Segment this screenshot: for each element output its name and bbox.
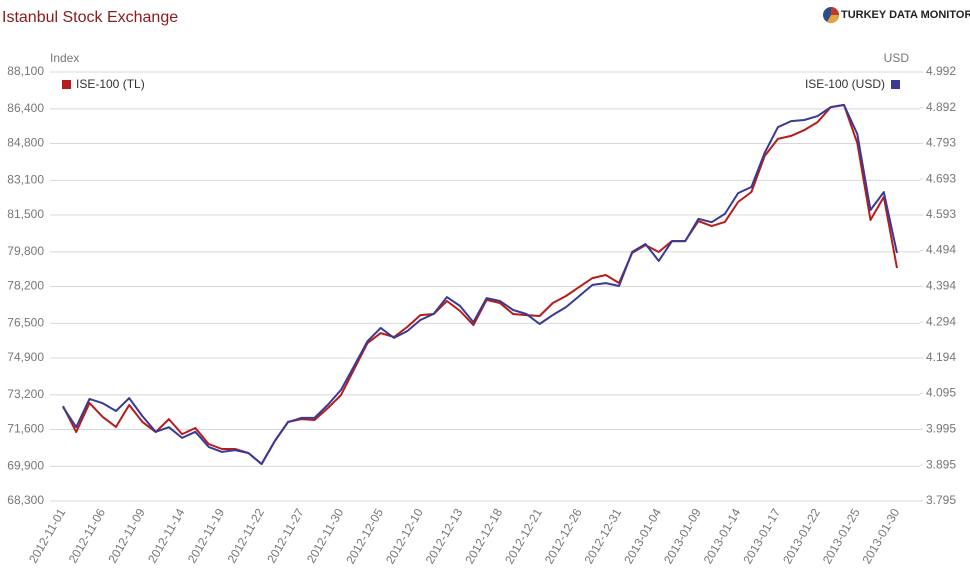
x-tick-label: 2013-01-22 [780, 506, 823, 566]
y2-tick-label: 4.892 [926, 100, 956, 114]
x-tick-label: 2013-01-30 [860, 506, 903, 566]
x-tick-label: 2012-12-13 [423, 506, 466, 566]
x-tick-label: 2013-01-25 [820, 506, 863, 566]
x-tick-label: 2012-11-14 [145, 506, 188, 566]
y2-tick-label: 4.294 [926, 314, 956, 328]
x-tick-label: 2012-12-31 [582, 506, 625, 566]
y-tick-label: 86,400 [7, 101, 44, 115]
y2-tick-label: 4.693 [926, 171, 956, 185]
x-tick-label: 2012-12-05 [343, 506, 386, 566]
y-tick-label: 79,800 [7, 244, 44, 258]
series-line [62, 103, 898, 465]
y2-tick-label: 3.895 [926, 457, 956, 471]
x-tick-label: 2012-12-10 [383, 506, 426, 566]
y-tick-label: 71,600 [7, 422, 44, 436]
x-tick-label: 2012-11-27 [264, 506, 307, 566]
brand-name: TURKEY DATA MONITOR [841, 9, 970, 21]
x-tick-label: 2013-01-14 [701, 506, 744, 566]
chart-title: Istanbul Stock Exchange [2, 9, 178, 26]
x-tick-label: 2012-12-21 [502, 506, 545, 566]
y-tick-label: 88,100 [7, 64, 44, 78]
y2-tick-label: 4.394 [926, 278, 956, 292]
brand-logo [823, 7, 840, 24]
x-tick-label: 2012-11-06 [66, 506, 109, 566]
x-tick-label: 2012-11-19 [185, 506, 228, 566]
y-axis-label: Index [50, 51, 79, 65]
x-tick-label: 2013-01-04 [621, 506, 664, 566]
y2-tick-label: 3.995 [926, 421, 956, 435]
legend-label: ISE-100 (TL) [76, 77, 145, 91]
legend-swatch [891, 80, 900, 89]
y-tick-label: 78,200 [7, 279, 44, 293]
y-tick-label: 68,300 [7, 493, 44, 507]
legend-swatch [62, 80, 71, 89]
y2-tick-label: 4.494 [926, 243, 956, 257]
y2-tick-label: 4.593 [926, 207, 956, 221]
x-tick-label: 2012-12-26 [542, 506, 585, 566]
series-line [62, 104, 898, 466]
x-tick-label: 2013-01-09 [661, 506, 704, 566]
y2-tick-label: 3.795 [926, 493, 956, 507]
y2-axis-label: USD [884, 51, 910, 65]
x-tick-label: 2013-01-17 [740, 506, 783, 566]
x-tick-label: 2012-11-01 [26, 506, 69, 566]
y-tick-label: 81,500 [7, 207, 44, 221]
x-tick-label: 2012-12-18 [462, 506, 505, 566]
y-tick-label: 73,200 [7, 387, 44, 401]
y-tick-label: 83,100 [7, 173, 44, 187]
y2-tick-label: 4.793 [926, 135, 956, 149]
x-tick-label: 2012-11-22 [225, 506, 268, 566]
y-tick-label: 84,800 [7, 136, 44, 150]
y-tick-label: 76,500 [7, 316, 44, 330]
x-tick-label: 2012-11-30 [304, 506, 347, 566]
y-tick-label: 69,900 [7, 459, 44, 473]
legend-label: ISE-100 (USD) [805, 77, 885, 91]
y-tick-label: 74,900 [7, 350, 44, 364]
y2-tick-label: 4.194 [926, 350, 956, 364]
y2-tick-label: 4.095 [926, 386, 956, 400]
x-tick-label: 2012-11-09 [105, 506, 148, 566]
y2-tick-label: 4.992 [926, 64, 956, 78]
